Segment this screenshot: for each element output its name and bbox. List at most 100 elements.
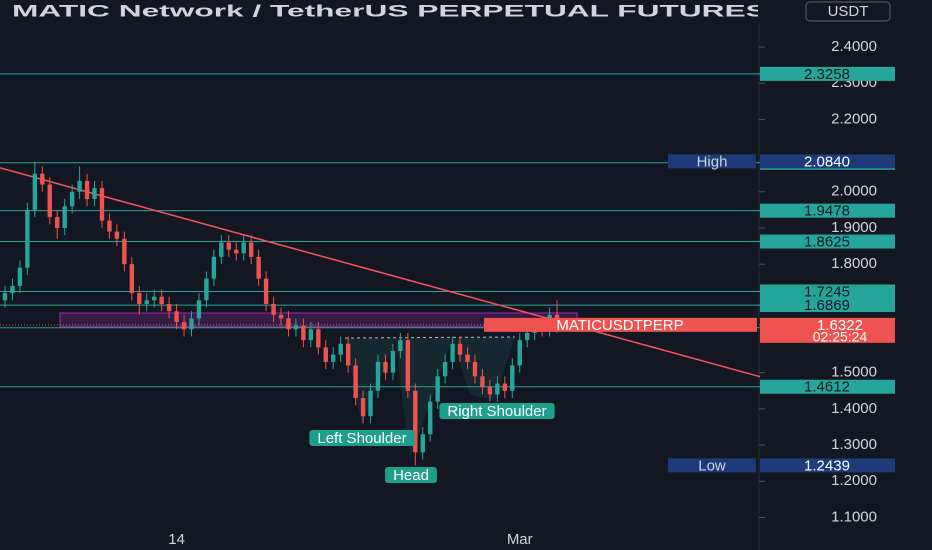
candle-body xyxy=(62,206,67,228)
candle-body xyxy=(405,340,411,391)
level-label-box xyxy=(760,379,895,394)
candle-body xyxy=(413,390,418,453)
candle-body xyxy=(256,256,261,279)
high-name-box xyxy=(668,154,756,169)
level-label: 1.6869 xyxy=(804,297,850,314)
candle-body xyxy=(487,387,493,395)
y-tick-label: 1.4000 xyxy=(831,400,877,417)
y-tick-label: 1.5000 xyxy=(831,364,877,381)
candle-body xyxy=(219,242,224,257)
countdown-label: 02:25:24 xyxy=(813,329,868,345)
candle-body xyxy=(450,343,455,362)
candle-body xyxy=(331,354,336,362)
candle-body xyxy=(92,188,97,200)
candle-body xyxy=(383,361,388,373)
candle-body xyxy=(10,285,15,294)
level-label-box xyxy=(760,284,895,299)
candle-body xyxy=(286,318,291,330)
candle-body xyxy=(308,329,314,341)
level-label-box xyxy=(760,298,895,313)
candle-body xyxy=(495,383,500,395)
candle-body xyxy=(189,318,194,330)
low-value-box xyxy=(760,458,895,473)
candle-body xyxy=(323,347,328,362)
high-value-box xyxy=(760,154,895,169)
candle-body xyxy=(17,267,23,286)
candle-body xyxy=(278,314,284,319)
candle-body xyxy=(47,184,52,218)
candle-body xyxy=(368,390,373,417)
candle-body xyxy=(517,340,522,366)
level-label: 2.3258 xyxy=(804,66,850,83)
candle-body xyxy=(77,180,82,192)
candle-body xyxy=(510,365,515,391)
candle-body xyxy=(40,173,45,185)
candle-body xyxy=(137,293,142,304)
candle-body xyxy=(152,296,157,301)
level-label-box xyxy=(760,234,895,249)
candle-body xyxy=(398,340,403,351)
symbol-label: MATICUSDTPERP xyxy=(556,317,683,334)
candle-body xyxy=(226,242,231,250)
candle-body xyxy=(107,220,112,232)
candle-body xyxy=(122,238,127,265)
candle-body xyxy=(345,343,351,366)
candle-body xyxy=(166,303,172,312)
price-label: 1.6322 xyxy=(817,317,863,334)
annotation-box xyxy=(309,430,415,446)
level-label-box xyxy=(760,66,895,81)
currency-button-label: USDT xyxy=(828,3,869,20)
low-name: Low xyxy=(698,457,726,474)
candle-body xyxy=(465,354,470,362)
candle-body xyxy=(234,249,239,254)
candle-body xyxy=(25,209,30,268)
candle-body xyxy=(472,361,478,377)
y-tick-label: 1.1000 xyxy=(831,508,877,525)
candle-body xyxy=(353,365,358,399)
annotation-box xyxy=(439,403,555,419)
candle-body xyxy=(390,350,396,373)
candle-body xyxy=(360,398,366,417)
x-tick-label: 14 xyxy=(168,531,185,548)
level-label: 1.9478 xyxy=(804,203,850,220)
currency-button xyxy=(805,1,891,22)
y-tick-label: 2.2000 xyxy=(831,110,877,127)
candle-body xyxy=(271,303,276,315)
candle-body xyxy=(55,217,60,228)
high-name: High xyxy=(697,153,728,170)
trendline xyxy=(0,167,761,378)
candle-body xyxy=(69,191,75,207)
candle-body xyxy=(316,329,321,348)
candle-body xyxy=(442,361,448,377)
high-value: 2.0840 xyxy=(804,153,850,170)
annotation-label: Left Shoulder xyxy=(317,430,406,447)
candle-body xyxy=(525,332,530,341)
candle-body xyxy=(375,361,381,391)
candle-body xyxy=(129,264,135,294)
candle-body xyxy=(144,300,149,304)
candle-body xyxy=(211,256,217,279)
level-label: 1.8625 xyxy=(804,233,850,250)
candle-body xyxy=(84,180,90,200)
chart-title: MATIC Network / TetherUS PERPETUAL FUTUR… xyxy=(12,1,802,20)
level-label-box xyxy=(760,203,895,218)
x-tick-label: Mar xyxy=(507,531,533,548)
candle-body xyxy=(502,383,508,391)
candle-body xyxy=(480,376,485,388)
candle-body xyxy=(338,343,343,355)
candle-body xyxy=(114,231,120,239)
annotation-label: Head xyxy=(393,467,429,484)
candle-body xyxy=(2,293,8,301)
candle-body xyxy=(241,242,246,254)
y-tick-label: 1.2000 xyxy=(831,472,877,489)
candle-body xyxy=(159,296,164,304)
low-value: 1.2439 xyxy=(804,457,850,474)
annotation-box xyxy=(385,467,437,483)
title-bg xyxy=(0,0,757,22)
candle-body xyxy=(301,325,306,341)
neckline xyxy=(344,336,516,339)
y-tick-label: 1.3000 xyxy=(831,436,877,453)
candle-body xyxy=(420,434,425,453)
